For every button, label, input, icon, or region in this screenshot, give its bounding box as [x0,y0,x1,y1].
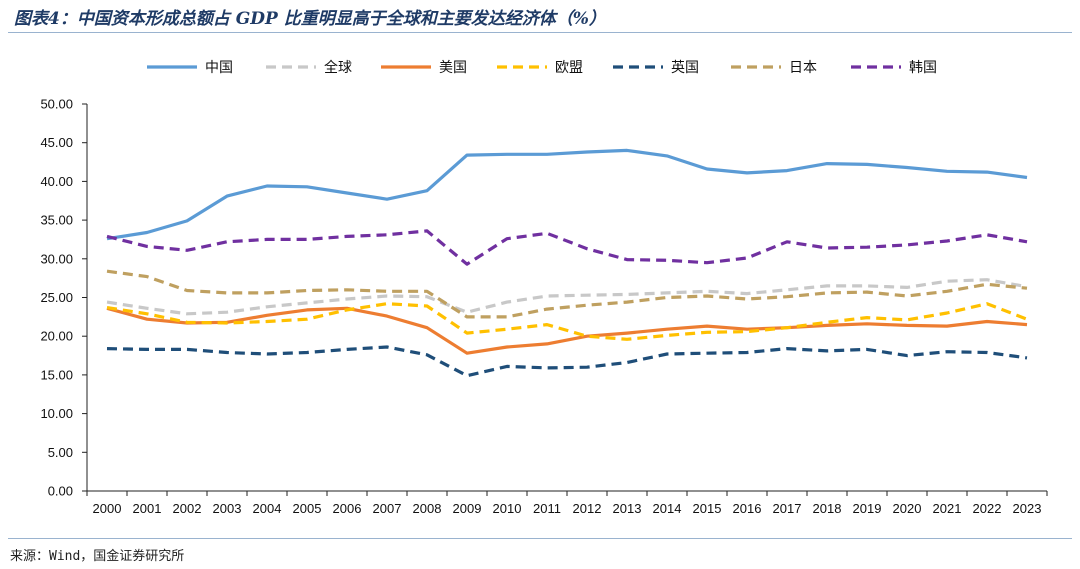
source-note: 来源：Wind，国金证券研究所 [10,549,185,564]
series-line-1 [106,278,1028,316]
x-tick-label: 2018 [813,501,842,516]
x-tick-label: 2000 [93,501,122,516]
legend-label-3: 欧盟 [555,60,583,76]
x-tick-label: 2009 [453,501,482,516]
series-lines [106,148,1028,378]
legend: 中国 全球 美国 欧盟 英国 日本 韩国 [147,59,937,76]
y-tick-label: 10.00 [40,406,73,421]
y-tick-label: 40.00 [40,174,73,189]
x-tick-label: 2012 [573,501,602,516]
x-tick-label: 2023 [1013,501,1042,516]
series-line-3 [106,302,1028,341]
x-tick-label: 2013 [613,501,642,516]
x-tick-label: 2014 [653,501,682,516]
x-tick-label: 2017 [773,501,802,516]
bottom-rule [8,538,1072,539]
legend-label-4: 英国 [671,59,699,76]
y-tick-label: 15.00 [40,367,73,382]
legend-label-5: 日本 [789,60,817,76]
x-tick-label: 2008 [413,501,442,516]
legend-label-6: 韩国 [909,60,937,76]
y-tick-label: 25.00 [40,290,73,305]
y-tick-label: 45.00 [40,135,73,150]
x-tick-label: 2022 [973,501,1002,516]
legend-label-1: 全球 [324,59,352,76]
y-axis: 0.00 5.00 10.00 15.00 20.00 25.00 30.00 35.00 40… [40,97,88,499]
series-line-0 [106,148,1028,241]
series-line-5 [106,269,1028,319]
x-tick-label: 2016 [733,501,762,516]
y-tick-label: 0.00 [48,484,73,499]
x-tick-label: 2005 [293,501,322,516]
x-tick-label: 2007 [373,501,402,516]
legend-label-2: 美国 [439,60,467,76]
y-tick-label: 30.00 [40,251,73,266]
x-tick-label: 2021 [933,501,962,516]
x-tick-label: 2020 [893,501,922,516]
y-tick-label: 20.00 [40,329,73,344]
x-tick-label: 2011 [533,501,561,516]
y-tick-label: 5.00 [48,445,73,460]
y-tick-label: 50.00 [40,97,73,112]
x-tick-label: 2019 [853,501,882,516]
chart-title: 图表4：中国资本形成总额占 GDP 比重明显高于全球和主要发达经济体（%） [14,9,606,29]
x-tick-label: 2015 [693,501,722,516]
y-tick-label: 35.00 [40,213,73,228]
x-tick-label: 2003 [213,501,242,516]
series-line-2 [106,306,1028,355]
top-rule [8,32,1072,33]
x-tick-label: 2006 [333,501,362,516]
x-tick-label: 2004 [253,501,282,516]
x-tick-label: 2002 [173,501,202,516]
x-tick-label: 2010 [493,501,522,516]
series-line-6 [106,229,1028,266]
series-line-4 [106,345,1028,378]
legend-label-0: 中国 [205,60,233,76]
x-axis: 2000 2001 2002 2003 2004 2005 2006 2007 2008 2009… [86,490,1048,516]
x-tick-label: 2001 [133,501,162,516]
